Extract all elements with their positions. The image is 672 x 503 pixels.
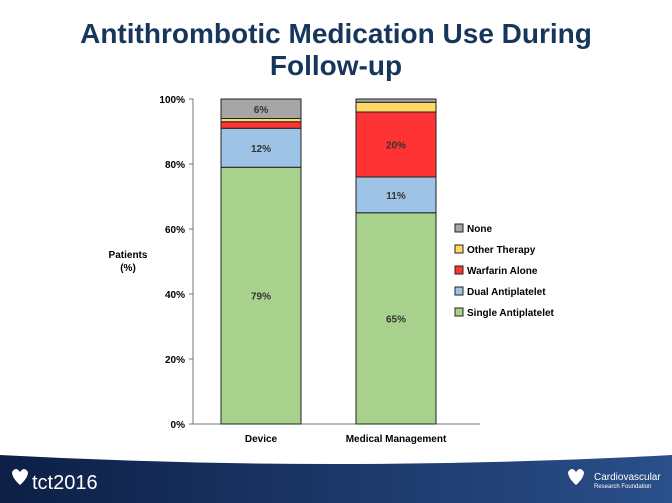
- bar-segment-dual-antiplatelet: [220, 127, 302, 168]
- x-tick-label: Device: [245, 434, 278, 445]
- stacked-bar-chart: 0% 20% 40% 60% 80% 100% Patients (%) 79% 12% 6% Dev…: [109, 95, 555, 445]
- y-tick-label: 100%: [159, 95, 185, 106]
- data-label: 65%: [386, 314, 406, 325]
- y-tick-label: 40%: [165, 290, 185, 301]
- crf-logo-line2: Research Foundation: [594, 484, 651, 490]
- title-line-2: Follow-up: [269, 50, 403, 81]
- data-label: 6%: [254, 105, 269, 116]
- legend-swatch: [454, 244, 464, 254]
- legend-swatch: [454, 286, 464, 296]
- legend-swatch: [454, 265, 464, 275]
- y-tick-label: 80%: [165, 160, 185, 171]
- title-line-1: Antithrombotic Medication Use During: [80, 18, 592, 49]
- legend-swatch: [454, 307, 464, 317]
- legend-label: Other Therapy: [467, 245, 536, 256]
- y-tick-label: 20%: [165, 355, 185, 366]
- bar-segment-none: [220, 98, 302, 119]
- bar-segment-other-therapy: [355, 101, 437, 113]
- y-axis-label: Patients: [109, 250, 148, 261]
- tct-heart-logo-icon: [12, 469, 28, 485]
- crf-heart-logo-icon: [568, 469, 584, 485]
- data-label: 11%: [386, 191, 406, 202]
- bar-segment-single-antiplatelet: [220, 166, 302, 425]
- y-tick-label: 0%: [171, 420, 186, 431]
- crf-logo-line1: Cardiovascular: [594, 472, 661, 483]
- data-label: 20%: [386, 141, 406, 152]
- y-axis-label: (%): [120, 263, 136, 274]
- data-label: 79%: [251, 292, 271, 303]
- data-label: 12%: [251, 144, 271, 155]
- legend-label: Dual Antiplatelet: [467, 287, 546, 298]
- legend-label: None: [467, 224, 492, 235]
- bar-segment-warfarin-alone: [220, 121, 302, 129]
- legend-label: Single Antiplatelet: [467, 308, 555, 319]
- bar-segment-none: [355, 98, 437, 103]
- slide-title: Antithrombotic Medication Use During Fol…: [0, 18, 672, 82]
- x-tick-label: Medical Management: [346, 434, 447, 445]
- bar-segment-single-antiplatelet: [355, 212, 437, 425]
- bar-segment-warfarin-alone: [355, 111, 437, 178]
- bar-segment-dual-antiplatelet: [355, 176, 437, 214]
- legend-label: Warfarin Alone: [467, 266, 538, 277]
- tct-logo-text: tct2016: [32, 472, 98, 494]
- y-tick-label: 60%: [165, 225, 185, 236]
- legend-swatch: [454, 223, 464, 233]
- footer-banner: tct2016 Cardiovascular Research Foundati…: [0, 455, 672, 503]
